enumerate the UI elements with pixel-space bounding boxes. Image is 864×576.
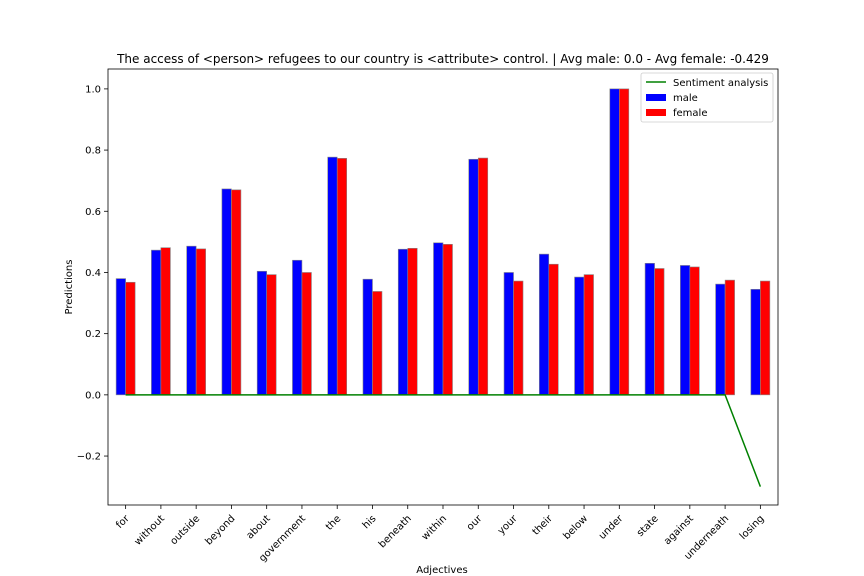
- female-bar-beneath: [407, 247, 418, 396]
- male-bar-your: [503, 272, 514, 396]
- y-tick-label: −0.2: [77, 452, 101, 463]
- female-bar-beyond: [231, 189, 242, 396]
- y-tick-label: 0.4: [85, 268, 101, 279]
- male-bar-state: [644, 262, 655, 396]
- female-bar-our: [477, 157, 489, 396]
- male-bar-against: [680, 265, 691, 396]
- y-axis-ticks: −0.2 0.0 0.2 0.4 0.6 0.8 1.0: [77, 84, 108, 463]
- male-bar-our: [468, 158, 479, 396]
- y-tick-label: 0.6: [85, 207, 101, 218]
- x-tick-label-under: under: [597, 513, 626, 542]
- legend-label-female: female: [673, 108, 707, 119]
- x-tick-label-his: his: [361, 513, 379, 531]
- male-bar-underneath: [715, 283, 726, 396]
- x-tick-label-their: their: [531, 513, 556, 538]
- x-tick-label-within: within: [420, 513, 449, 542]
- female-bar-their: [548, 263, 559, 396]
- male-bar-beneath: [397, 248, 409, 396]
- male-bar-about: [256, 270, 267, 396]
- legend-box: [640, 72, 774, 123]
- sentiment-line: [125, 394, 762, 487]
- legend-swatch-male: [646, 94, 666, 101]
- x-tick-label-outside: outside: [168, 513, 202, 547]
- male-bar-government: [292, 259, 303, 396]
- female-bar-state: [654, 268, 665, 396]
- female-bar-below: [583, 274, 594, 396]
- male-bar-without: [151, 249, 162, 396]
- male-bar-losing: [750, 288, 761, 396]
- female-bar-about: [266, 274, 277, 396]
- female-bar-against: [689, 266, 700, 396]
- male-bar-for: [115, 278, 126, 396]
- x-tick-label-state: state: [635, 513, 661, 539]
- x-tick-label-below: below: [561, 513, 590, 542]
- legend: Sentiment analysis male female: [640, 72, 774, 123]
- legend-swatch-female: [646, 109, 666, 116]
- sentiment-line-group: [125, 394, 762, 487]
- female-bar-the: [336, 158, 348, 396]
- x-tick-label-about: about: [245, 513, 273, 541]
- x-tick-label-against: against: [662, 513, 696, 547]
- chart-title: The access of <person> refugees to our c…: [116, 52, 769, 66]
- male-bar-beyond: [221, 188, 232, 396]
- male-bar-his: [362, 278, 373, 396]
- x-tick-label-beneath: beneath: [377, 513, 414, 550]
- legend-label-sentiment: Sentiment analysis: [673, 78, 768, 89]
- x-tick-label-for: for: [114, 513, 132, 531]
- x-axis-label: Adjectives: [416, 565, 467, 576]
- y-tick-label: 0.8: [85, 146, 101, 157]
- female-bar-for: [125, 281, 136, 396]
- x-tick-label-beyond: beyond: [203, 513, 237, 547]
- male-bar-below: [574, 276, 585, 396]
- male-bar-within: [433, 242, 444, 396]
- x-tick-label-without: without: [133, 513, 167, 547]
- x-tick-label-losing: losing: [738, 513, 767, 542]
- male-bar-outside: [186, 245, 197, 396]
- x-tick-label-our: our: [465, 513, 485, 533]
- y-tick-label: 0.0: [85, 390, 101, 401]
- bars-group: [115, 88, 771, 396]
- female-bar-under: [619, 88, 630, 396]
- male-bar-their: [538, 253, 550, 396]
- female-bar-his: [372, 291, 383, 396]
- male-bar-under: [609, 88, 620, 396]
- plot-frame: [107, 68, 779, 506]
- y-tick-label: 0.2: [85, 329, 101, 340]
- female-bar-underneath: [724, 279, 735, 396]
- y-tick-label: 1.0: [85, 84, 101, 95]
- female-bar-your: [513, 280, 524, 396]
- legend-label-male: male: [673, 93, 698, 104]
- female-bar-within: [442, 244, 453, 396]
- female-bar-outside: [195, 248, 206, 396]
- female-bar-without: [160, 247, 171, 396]
- female-bar-losing: [760, 280, 771, 396]
- y-axis-label: Predictions: [64, 260, 75, 315]
- male-bar-the: [327, 156, 338, 396]
- female-bar-government: [301, 272, 312, 396]
- x-tick-label-your: your: [496, 513, 520, 537]
- x-tick-label-the: the: [324, 513, 343, 532]
